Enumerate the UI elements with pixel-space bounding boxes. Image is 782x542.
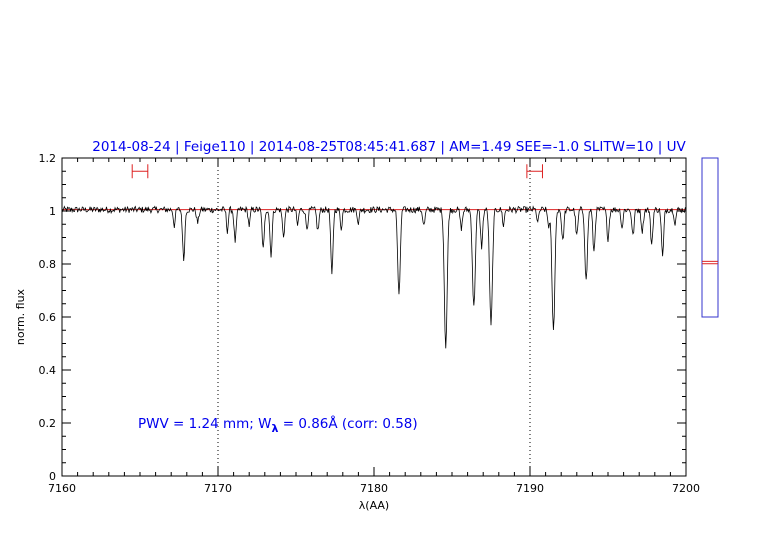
y-tick-label: 0.6 (39, 311, 57, 324)
vertical-marker-layer (217, 158, 531, 476)
range-marker-layer (131, 164, 543, 179)
y-tick-label: 1 (49, 205, 56, 218)
chart-title: 2014-08-24 | Feige110 | 2014-08-25T08:45… (92, 139, 686, 155)
pwv-annotation-subscript: λ (271, 422, 278, 435)
tick-layer (61, 157, 687, 477)
pwv-annotation: PWV = 1.24 mm; Wλ = 0.86Å (corr: 0.58) (138, 415, 418, 435)
spectrum-layer (61, 205, 687, 349)
x-axis-label: λ(AA) (359, 499, 389, 512)
x-tick-label: 7170 (204, 482, 232, 495)
y-tick-label: 0 (49, 470, 56, 483)
side-panel-level-layer (702, 260, 718, 265)
x-tick-label: 7190 (516, 482, 544, 495)
side-panel-frame (701, 157, 719, 318)
tick-label-layer: 7160 7170 7180 7190 7200 0 0.2 0.4 0.6 0.8 1 1.2 (39, 152, 701, 495)
y-tick-label: 0.8 (39, 258, 57, 271)
pwv-annotation-suffix: = 0.86Å (corr: 0.58) (278, 415, 417, 432)
pwv-annotation-prefix: PWV = 1.24 mm; W (138, 416, 271, 432)
y-tick-label: 0.4 (39, 364, 57, 377)
spectrum-line (61, 205, 687, 349)
y-axis-label: norm. flux (14, 288, 27, 345)
x-tick-label: 7200 (672, 482, 700, 495)
y-tick-label: 1.2 (39, 152, 57, 165)
y-tick-label: 0.2 (39, 417, 57, 430)
x-tick-label: 7160 (48, 482, 76, 495)
x-tick-label: 7180 (360, 482, 388, 495)
